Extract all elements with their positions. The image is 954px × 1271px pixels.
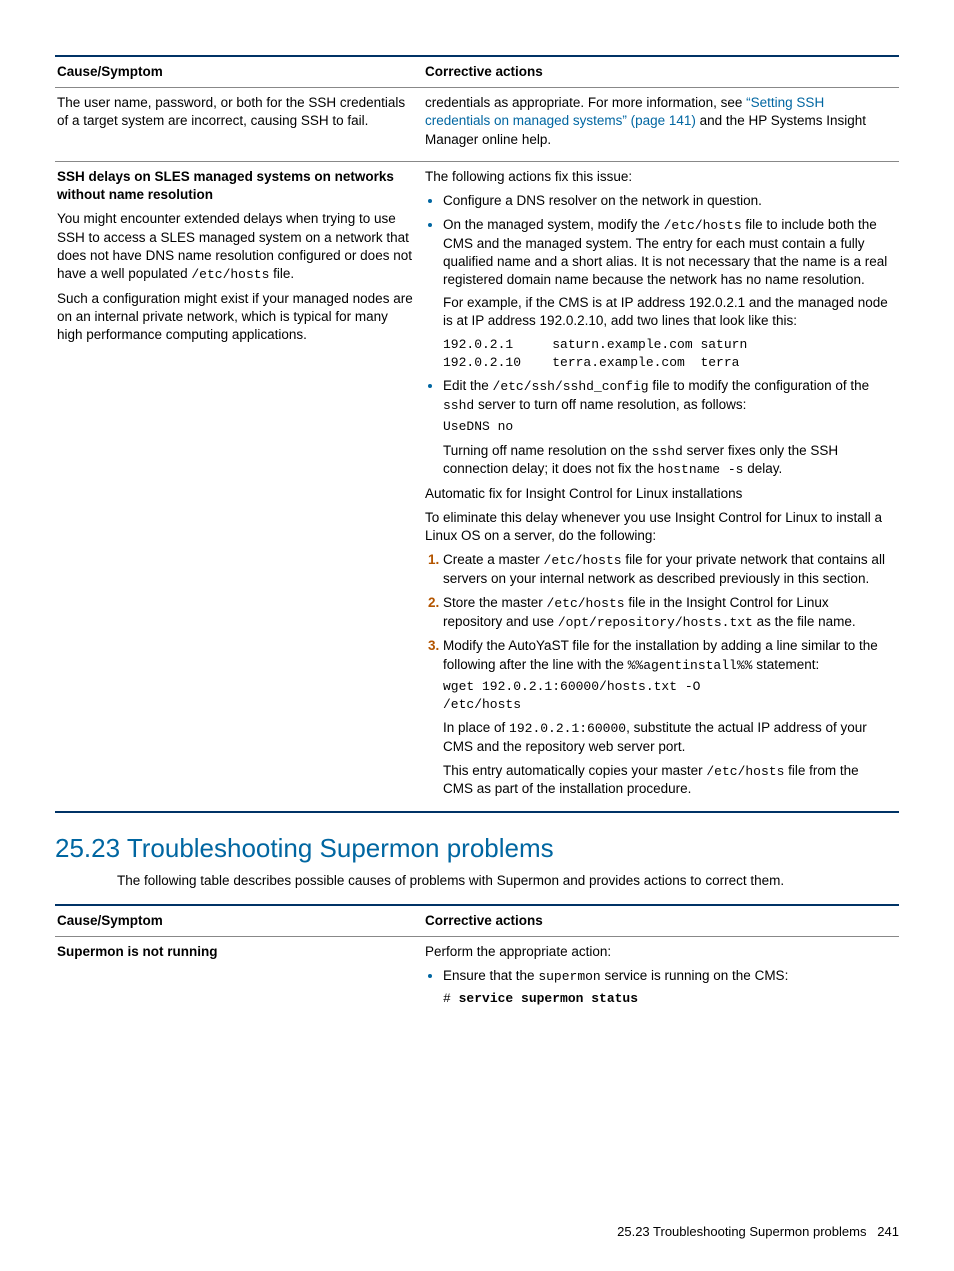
cause-heading: SSH delays on SLES managed systems on ne… [57,168,415,204]
follow-up-text: In place of 192.0.2.1:60000, substitute … [443,719,889,756]
text-span: file to modify the configuration of the [649,378,870,393]
list-item: Store the master /etc/hosts file in the … [443,594,889,631]
code-span: sshd [652,444,683,459]
footer-section: 25.23 Troubleshooting Supermon problems [617,1224,866,1239]
code-span: 192.0.2.1:60000 [509,721,626,736]
code-span: %%agentinstall%% [628,658,753,673]
section-heading: 25.23 Troubleshooting Supermon problems [55,831,899,866]
table-row: The user name, password, or both for the… [55,87,899,161]
text-span: Turning off name resolution on the [443,443,652,458]
command-text: service supermon status [459,991,638,1006]
text-span: file. [269,266,294,281]
text-span: statement: [752,657,819,672]
section-body: The following table describes possible c… [55,872,899,890]
col-h-actions: Corrective actions [425,906,899,936]
code-span: hostname -s [658,462,744,477]
table-head-row: Cause/Symptom Corrective actions [55,55,899,87]
action-text: credentials as appropriate. For more inf… [425,94,889,149]
list-item: Configure a DNS resolver on the network … [443,192,889,210]
code-span: supermon [538,969,600,984]
code-span: /etc/hosts [547,596,625,611]
list-item: Ensure that the supermon service is runn… [443,967,889,1007]
cause-cell: SSH delays on SLES managed systems on ne… [55,162,425,811]
list-item: On the managed system, modify the /etc/h… [443,216,889,371]
follow-up-text: This entry automatically copies your mas… [443,762,889,799]
text-span: server to turn off name resolution, as f… [474,397,746,412]
action-cell: credentials as appropriate. For more inf… [425,88,899,161]
auto-fix-intro: To eliminate this delay whenever you use… [425,509,889,545]
code-span: /etc/hosts [544,553,622,568]
col-h-cause: Cause/Symptom [55,906,425,936]
code-block: 192.0.2.1 saturn.example.com saturn 192.… [443,336,889,371]
code-span: /etc/hosts [664,218,742,233]
table-head-row: Cause/Symptom Corrective actions [55,904,899,936]
list-item: Edit the /etc/ssh/sshd_config file to mo… [443,377,889,479]
cause-cell: The user name, password, or both for the… [55,88,425,161]
code-span: /opt/repository/hosts.txt [558,615,753,630]
col-h-cause: Cause/Symptom [55,57,425,87]
action-bullet-list: Ensure that the supermon service is runn… [425,967,889,1007]
code-block: UseDNS no [443,418,889,436]
text-span: On the managed system, modify the [443,217,664,232]
text-span: In place of [443,720,509,735]
action-intro: Perform the appropriate action: [425,943,889,961]
list-item: Modify the AutoYaST file for the install… [443,637,889,798]
action-cell: The following actions fix this issue: Co… [425,162,899,811]
cause-text: Such a configuration might exist if your… [57,290,415,345]
cause-cell: Supermon is not running [55,937,425,1019]
text-span: Store the master [443,595,547,610]
action-cell: Perform the appropriate action: Ensure t… [425,937,899,1019]
text-span: Create a master [443,552,544,567]
code-span: /etc/ssh/sshd_config [493,379,649,394]
troubleshooting-table-2: Cause/Symptom Corrective actions Supermo… [55,904,899,1020]
text-span: Ensure that the [443,968,538,983]
list-item: Create a master /etc/hosts file for your… [443,551,889,588]
section-intro: The following table describes possible c… [117,872,899,890]
text-span: This entry automatically copies your mas… [443,763,706,778]
follow-up-text: Turning off name resolution on the sshd … [443,442,889,479]
table-row: SSH delays on SLES managed systems on ne… [55,161,899,813]
text-span: as the file name. [753,614,856,629]
text-span: service is running on the CMS: [601,968,789,983]
auto-fix-heading: Automatic fix for Insight Control for Li… [425,485,889,503]
cause-text: You might encounter extended delays when… [57,210,415,283]
text-span: Edit the [443,378,493,393]
text-span: delay. [743,461,782,476]
numbered-list: Create a master /etc/hosts file for your… [425,551,889,798]
cause-heading: Supermon is not running [57,943,415,961]
code-block: # service supermon status [443,990,889,1008]
col-h-actions: Corrective actions [425,57,899,87]
text-span: Configure a DNS resolver on the network … [443,193,762,208]
prompt-char: # [443,991,459,1006]
action-bullet-list: Configure a DNS resolver on the network … [425,192,889,479]
code-span: /etc/hosts [191,267,269,282]
code-span: /etc/hosts [706,764,784,779]
action-intro: The following actions fix this issue: [425,168,889,186]
code-span: sshd [443,398,474,413]
text-span: credentials as appropriate. For more inf… [425,95,746,110]
page-footer: 25.23 Troubleshooting Supermon problems … [617,1223,899,1241]
troubleshooting-table-1: Cause/Symptom Corrective actions The use… [55,55,899,813]
code-block: wget 192.0.2.1:60000/hosts.txt -O /etc/h… [443,678,889,713]
example-text: For example, if the CMS is at IP address… [443,294,889,330]
page-number: 241 [877,1224,899,1239]
table-row: Supermon is not running Perform the appr… [55,936,899,1019]
cause-text: The user name, password, or both for the… [57,94,415,130]
page: Cause/Symptom Corrective actions The use… [0,0,954,1271]
